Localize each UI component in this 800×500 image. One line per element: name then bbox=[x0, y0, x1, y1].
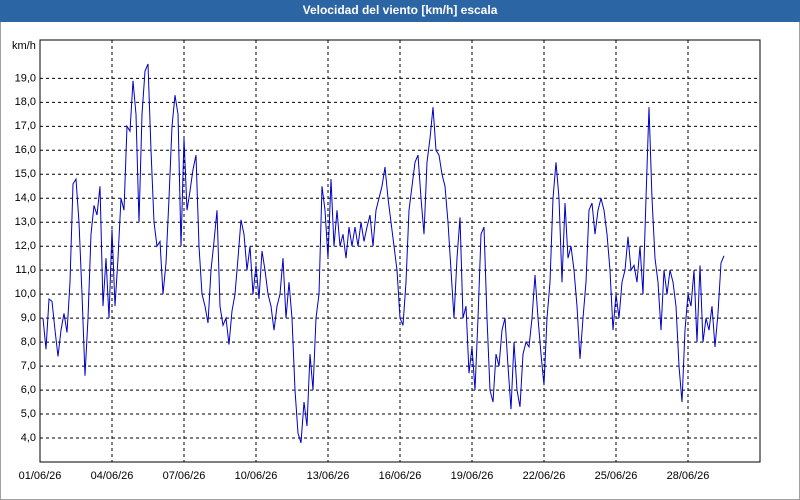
x-tick-label: 07/06/26 bbox=[163, 470, 206, 482]
y-tick-label: 13,0 bbox=[15, 216, 36, 228]
title-bar bbox=[0, 0, 800, 22]
y-tick-label: 8,0 bbox=[21, 336, 36, 348]
x-tick-label: 19/06/26 bbox=[451, 470, 494, 482]
y-tick-label: 19,0 bbox=[15, 72, 36, 84]
y-axis-label: km/h bbox=[12, 40, 36, 52]
y-tick-label: 10,0 bbox=[15, 288, 36, 300]
y-tick-label: 18,0 bbox=[15, 96, 36, 108]
x-tick-label: 13/06/26 bbox=[307, 470, 350, 482]
x-tick-label: 10/06/26 bbox=[235, 470, 278, 482]
y-tick-label: 15,0 bbox=[15, 168, 36, 180]
chart-title: Velocidad del viento [km/h] escala bbox=[303, 3, 498, 17]
y-tick-label: 4,0 bbox=[21, 432, 36, 444]
wind-speed-line bbox=[42, 63, 725, 443]
y-tick-label: 5,0 bbox=[21, 408, 36, 420]
x-tick-label: 22/06/26 bbox=[523, 470, 566, 482]
y-tick-label: 9,0 bbox=[21, 312, 36, 324]
x-tick-label: 16/06/26 bbox=[379, 470, 422, 482]
x-tick-label: 25/06/26 bbox=[595, 470, 638, 482]
y-tick-label: 16,0 bbox=[15, 144, 36, 156]
x-tick-label: 28/06/26 bbox=[667, 470, 710, 482]
y-tick-label: 12,0 bbox=[15, 240, 36, 252]
y-tick-label: 6,0 bbox=[21, 384, 36, 396]
y-tick-label: 7,0 bbox=[21, 360, 36, 372]
y-tick-label: 14,0 bbox=[15, 192, 36, 204]
y-tick-label: 17,0 bbox=[15, 120, 36, 132]
x-tick-label: 04/06/26 bbox=[91, 470, 134, 482]
y-tick-label: 11,0 bbox=[15, 264, 36, 276]
x-tick-label: 01/06/26 bbox=[19, 470, 62, 482]
